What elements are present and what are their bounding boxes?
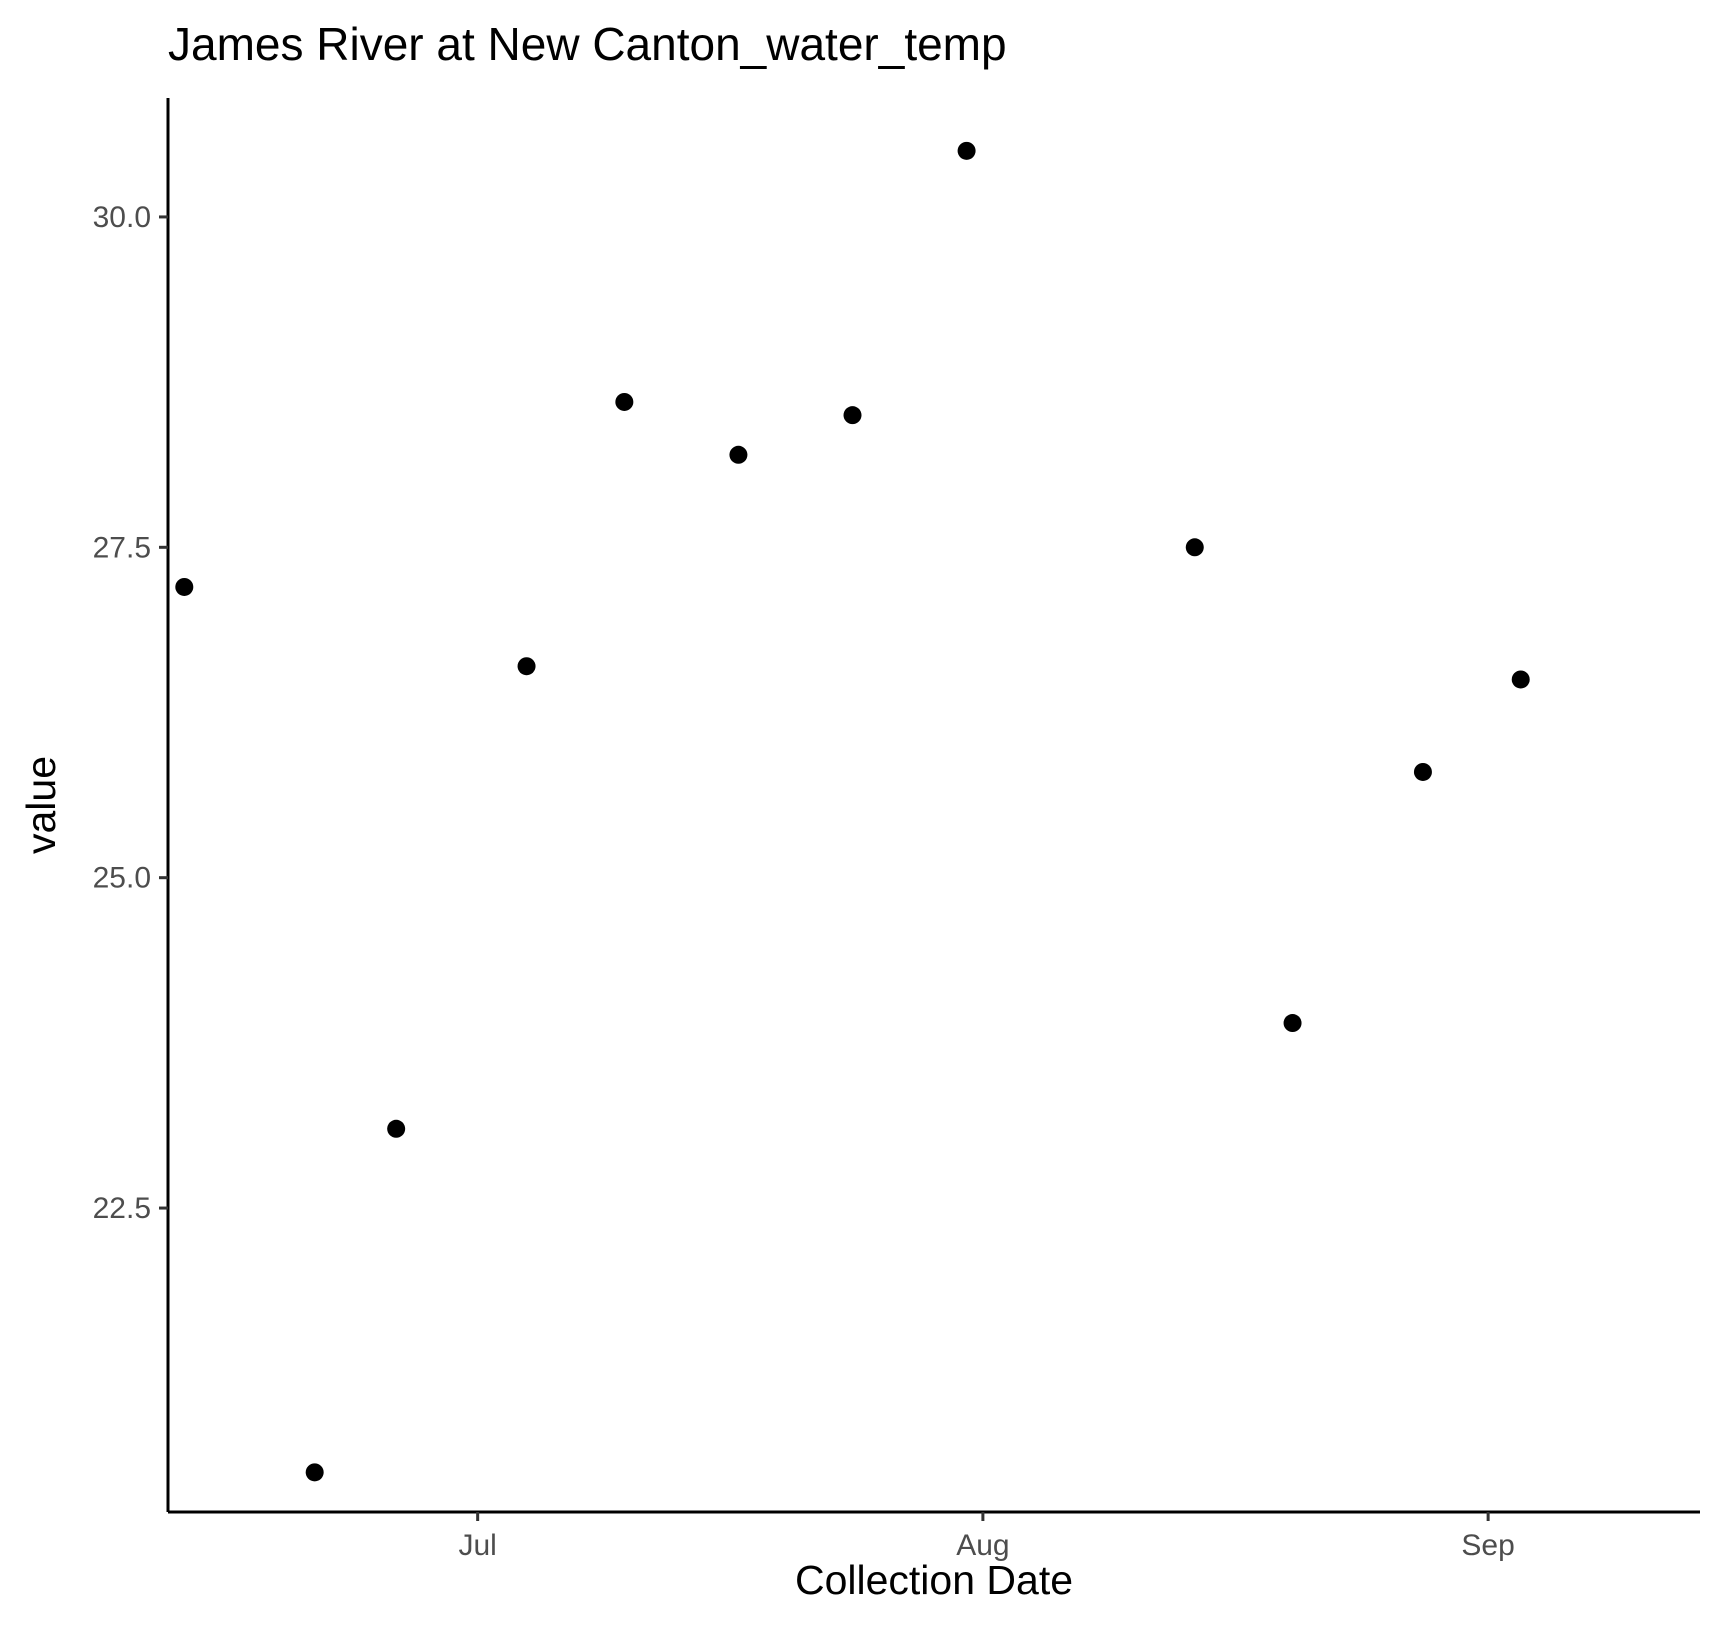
data-point	[517, 657, 536, 676]
y-tick-label: 25.0	[93, 862, 151, 895]
data-point	[1283, 1014, 1302, 1033]
data-point	[843, 406, 862, 425]
x-tick-label: Aug	[956, 1529, 1009, 1562]
y-tick-label: 22.5	[93, 1192, 151, 1225]
data-point	[729, 445, 748, 464]
data-point	[387, 1119, 406, 1138]
data-point	[957, 141, 976, 160]
data-points	[175, 141, 1530, 1482]
y-axis-label: value	[18, 756, 64, 854]
data-point	[175, 577, 194, 596]
y-tick-label: 30.0	[93, 201, 151, 234]
y-axis-ticks: 22.5 25.0 27.5 30.0	[93, 201, 168, 1225]
data-point	[1511, 670, 1530, 689]
data-point	[1185, 538, 1204, 557]
y-tick-label: 27.5	[93, 531, 151, 564]
x-axis-ticks: Jul Aug Sep	[458, 1512, 1515, 1562]
plot-area: 22.5 25.0 27.5 30.0 Jul Aug Sep	[93, 98, 1700, 1562]
x-tick-label: Jul	[458, 1529, 496, 1562]
data-point	[1413, 762, 1432, 781]
chart-title: James River at New Canton_water_temp	[168, 18, 1007, 70]
data-point	[615, 392, 634, 411]
x-tick-label: Sep	[1461, 1529, 1514, 1562]
data-point	[305, 1463, 324, 1482]
x-axis-label: Collection Date	[795, 1557, 1073, 1603]
